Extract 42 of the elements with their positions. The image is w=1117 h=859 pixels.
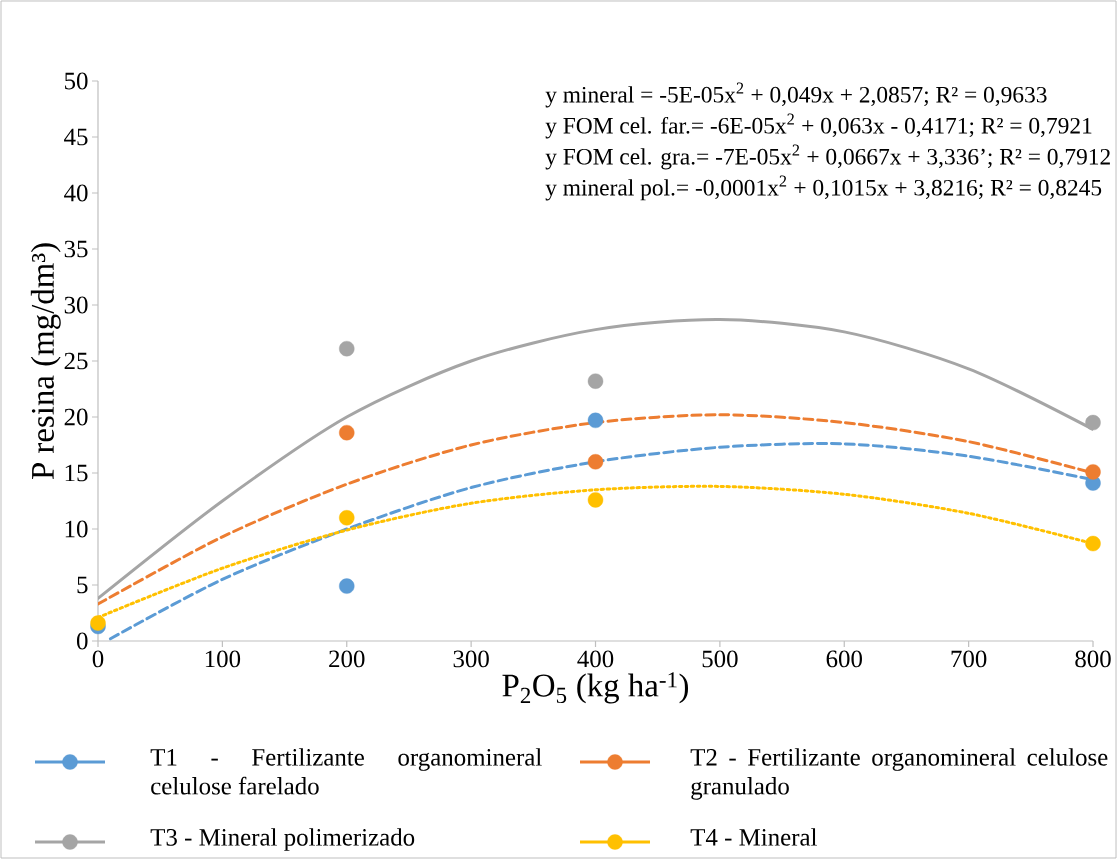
point	[587, 492, 604, 508]
y-tick-label: 20	[64, 408, 88, 426]
x-tick-label: 0	[92, 650, 104, 668]
point	[339, 424, 355, 441]
x-tick-label: 200	[329, 650, 365, 668]
x-tick-label: 800	[1075, 650, 1111, 668]
point	[587, 454, 604, 470]
y-axis-title: P resina (mg/dm³)	[30, 243, 61, 480]
annotation: y mineral = -5E-05x$^{2}$ + 0,049x + 2,0857; R² = 0,9633	[545, 82, 1047, 108]
point	[339, 510, 355, 526]
point	[90, 615, 106, 631]
y-tick-label: 15	[65, 464, 88, 482]
x-tick-label: 300	[453, 650, 489, 668]
x-tick-label: 100	[205, 650, 241, 668]
x-tick-label: 600	[826, 650, 862, 668]
point	[339, 340, 355, 357]
y-tick-label: 0	[76, 632, 88, 650]
y-tick-label: 10	[65, 520, 88, 538]
y-tick-label: 45	[64, 128, 88, 146]
point	[1085, 414, 1101, 431]
x-tick-label: 500	[702, 650, 738, 668]
point	[1085, 535, 1101, 552]
y-tick-label: 35	[64, 240, 88, 258]
point	[587, 373, 604, 389]
x-tick-label: 700	[951, 650, 987, 668]
legend-label: T4 - Mineral	[690, 828, 817, 846]
x-tick-label: 400	[577, 650, 614, 668]
annotation: y FOM cel. gra.= -7E-05x$^{2}$ + 0,0667x + 3,336’; R² = 0,7912	[545, 144, 1110, 170]
legend-label: T2 - Fertilizante organomineral celulose granulado	[690, 748, 1108, 800]
annotation: y mineral pol.= -0,0001x$^{2}$ + 0,1015x + 3,8216; R² = 0,8245	[545, 175, 1102, 201]
point	[1085, 464, 1101, 480]
legend-label: T3 - Mineral polimerizado	[150, 828, 415, 851]
y-tick-label: 50	[65, 72, 88, 90]
y-tick-label: 5	[77, 576, 88, 594]
y-tick-label: 40	[64, 184, 88, 202]
point	[587, 412, 604, 429]
annotation: y FOM cel. far.= -6E-05x$^{2}$ + 0,063x - 0,4171; R² = 0,7921	[545, 113, 1092, 139]
y-tick-label: 25	[64, 352, 88, 370]
legend-label: T1 - Fertilizante organomineral celulose farelado	[150, 748, 542, 795]
point	[339, 578, 355, 594]
y-tick-label: 30	[64, 296, 88, 314]
x-axis-title: P$_{2}$O$_{5}$ (kg ha$^{-1}$)	[502, 672, 689, 704]
